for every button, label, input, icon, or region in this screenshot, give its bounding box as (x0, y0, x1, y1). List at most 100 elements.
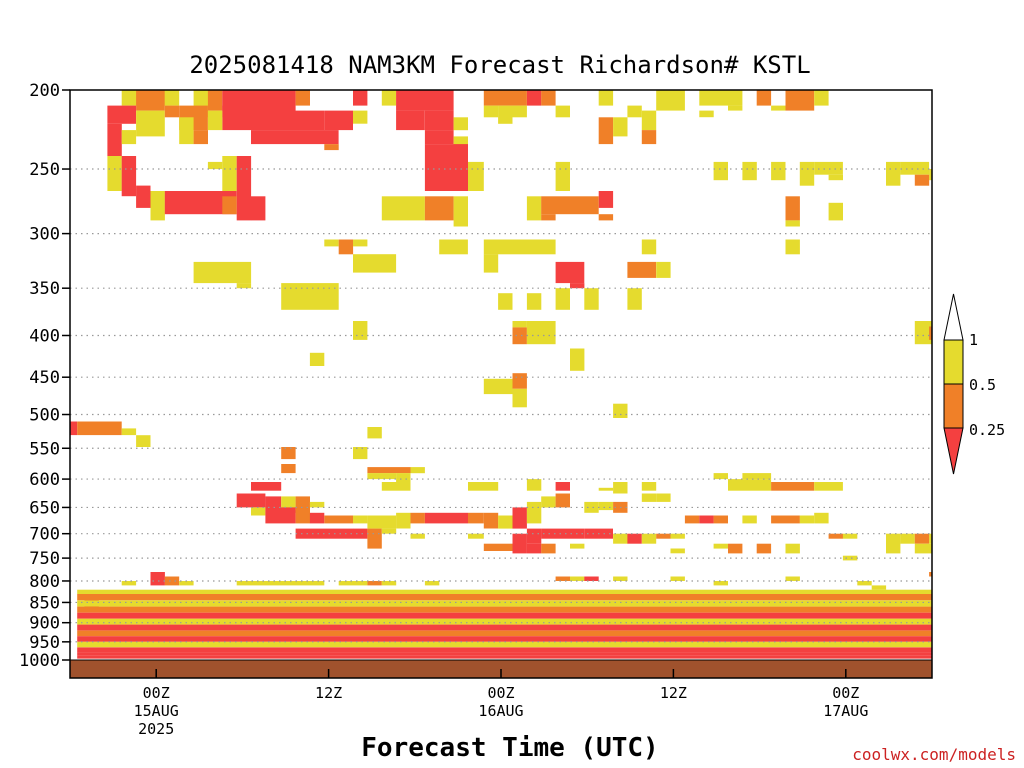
ri-cell-41 (179, 117, 194, 145)
ri-cell-76 (381, 196, 425, 221)
ri-cell-12 (541, 90, 556, 106)
ri-cell-195 (526, 543, 542, 554)
ri-cell-236 (77, 612, 932, 619)
ri-cell-165 (555, 493, 570, 508)
ri-cell-187 (526, 528, 542, 544)
ri-cell-183 (410, 533, 425, 539)
ri-cell-82 (598, 214, 614, 221)
ri-cell-152 (309, 512, 325, 524)
ri-cell-25 (453, 117, 468, 131)
ri-cell-87 (338, 239, 354, 255)
ri-cell-144 (236, 493, 266, 508)
ri-cell-167 (598, 501, 614, 511)
ri-cell-110 (353, 321, 368, 340)
ri-cell-8 (381, 90, 397, 106)
ri-cell-212 (857, 581, 872, 586)
x-tick-label-4-1: 17AUG (823, 702, 868, 720)
ri-cell-113 (914, 321, 932, 345)
ri-cell-35 (136, 110, 165, 137)
ri-cell-200 (756, 543, 772, 554)
ri-cell-70 (136, 185, 151, 208)
x-tick-label-2-0: 00Z (487, 684, 514, 702)
ri-cell-84 (785, 220, 800, 227)
ri-cell-225 (570, 576, 585, 581)
ri-cell-27 (498, 105, 513, 124)
ri-cell-109 (526, 321, 556, 345)
ri-cell-140 (728, 479, 772, 491)
ri-cell-184 (468, 533, 484, 539)
ri-cell-199 (728, 543, 743, 554)
ri-cell-2 (164, 90, 180, 106)
ri-cell-166 (584, 501, 599, 513)
ri-cell-96 (236, 283, 252, 289)
y-tick-label-500: 500 (29, 406, 60, 426)
ri-cell-78 (453, 196, 468, 227)
ri-cell-145 (265, 496, 282, 508)
legend-label-2: 0.25 (969, 421, 1005, 439)
ri-cell-126 (353, 447, 368, 460)
ri-cell-228 (670, 576, 685, 581)
ri-cell-153 (324, 515, 353, 524)
ri-cell-215 (179, 581, 194, 586)
y-tick-label-800: 800 (29, 572, 60, 592)
ri-cell-107 (512, 321, 527, 328)
ri-cell-123 (367, 427, 382, 439)
ri-cell-204 (886, 533, 901, 554)
ri-cell-238 (77, 624, 932, 631)
legend-bin-top (943, 293, 964, 341)
ri-cell-63 (799, 161, 815, 186)
ri-cell-232 (77, 589, 932, 594)
ri-cell-118 (613, 403, 628, 418)
ri-cell-211 (929, 572, 932, 577)
ri-cell-39 (107, 123, 122, 157)
ri-cell-207 (929, 533, 932, 544)
ri-cell-103 (526, 293, 542, 310)
ri-cell-89 (439, 239, 468, 255)
ri-cell-47 (613, 117, 628, 137)
y-tick-label-750: 750 (29, 549, 60, 569)
ri-cell-61 (742, 161, 757, 181)
ri-cell-57 (468, 161, 484, 191)
ri-cell-68 (914, 174, 930, 186)
ri-cell-26 (483, 105, 499, 118)
ri-cell-161 (498, 515, 513, 529)
ri-cell-67 (900, 161, 930, 175)
y-tick-label-550: 550 (29, 439, 60, 459)
ri-cell-171 (684, 515, 700, 524)
ri-cell-40 (121, 130, 137, 145)
ri-cell-14 (656, 90, 685, 111)
ri-cell-191 (627, 533, 642, 544)
legend-bin-mid (943, 383, 964, 429)
ri-cell-233 (77, 594, 932, 601)
ri-cell-119 (70, 421, 78, 436)
x-tick-label-3-0: 12Z (660, 684, 687, 702)
ri-cell-177 (799, 515, 815, 524)
ri-cell-132 (468, 482, 499, 491)
ri-cell-114 (929, 326, 932, 340)
ri-cell-17 (785, 90, 815, 111)
ri-cell-188 (541, 528, 585, 539)
ri-cell-104 (555, 288, 570, 310)
ri-cell-18 (814, 90, 829, 106)
ri-cell-48 (641, 110, 657, 131)
ri-cell-111 (309, 352, 325, 366)
ri-cell-136 (613, 482, 628, 494)
ri-cell-206 (914, 533, 930, 544)
ri-cell-240 (77, 636, 932, 642)
ri-cell-222 (381, 581, 397, 586)
ri-cell-23 (396, 110, 425, 131)
colorbar-legend: 1 0.5 0.25 (943, 293, 1005, 475)
ri-cell-77 (424, 196, 454, 221)
ri-cell-148 (309, 501, 325, 508)
ri-cell-208 (914, 543, 932, 554)
ri-cell-163 (526, 501, 542, 524)
ri-cell-182 (381, 528, 397, 534)
ri-cell-34 (107, 105, 137, 124)
ri-cell-205 (900, 533, 915, 544)
ri-cell-33 (699, 110, 714, 118)
ri-cell-31 (728, 105, 743, 111)
ri-cell-214 (164, 576, 180, 586)
ri-cell-185 (483, 543, 513, 551)
ri-cell-164 (541, 496, 556, 508)
